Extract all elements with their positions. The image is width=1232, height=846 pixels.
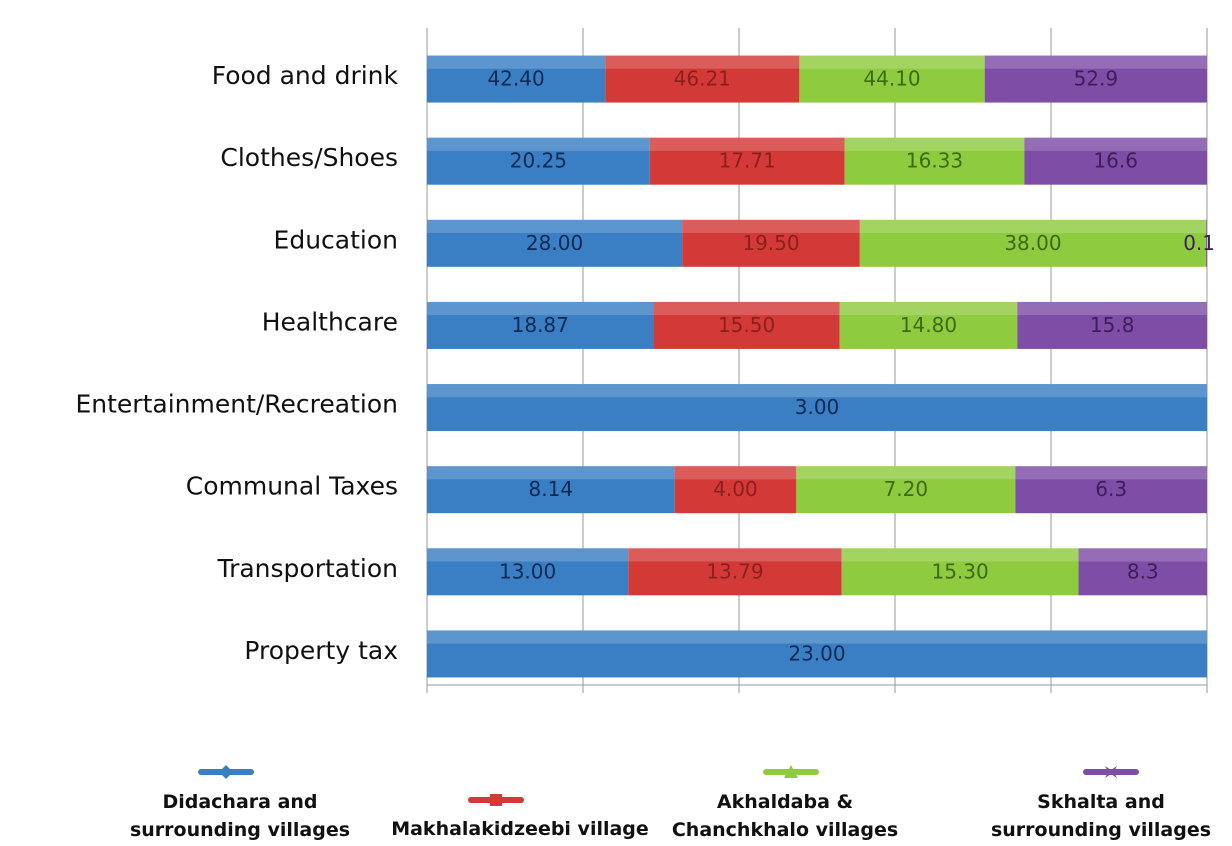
bar-highlight <box>984 55 1207 69</box>
bar-segment-clothes-shoes-2 <box>844 137 1025 185</box>
bar-segment-clothes-shoes-3 <box>1024 137 1207 185</box>
bar-segment-food-and-drink-1 <box>605 55 800 103</box>
data-label-entertainment-recreation-0: 3.00 <box>795 395 840 419</box>
bar-highlight <box>839 301 1018 316</box>
bar-highlight <box>427 630 1207 644</box>
bar-highlight <box>1206 219 1207 233</box>
bar-segment-transportation-1 <box>628 548 842 596</box>
bar-segment-property-tax-0 <box>427 630 1207 678</box>
bar-highlight <box>682 219 860 233</box>
data-label-property-tax-0: 23.00 <box>788 641 845 665</box>
bar-highlight <box>605 55 800 69</box>
bar-highlight <box>1017 301 1207 316</box>
data-label-healthcare-0: 18.87 <box>512 313 569 337</box>
data-label-food-and-drink-3: 52.9 <box>1074 67 1119 91</box>
data-label-communal-taxes-1: 4.00 <box>713 477 758 501</box>
bar-segment-transportation-2 <box>841 548 1079 596</box>
data-label-clothes-shoes-2: 16.33 <box>906 149 963 173</box>
data-label-education-0: 28.00 <box>526 231 583 255</box>
bar-segment-education-2 <box>859 219 1207 267</box>
data-label-food-and-drink-0: 42.40 <box>487 67 544 91</box>
category-label-food-and-drink: Food and drink <box>212 61 399 90</box>
bar-highlight <box>427 384 1207 398</box>
data-label-transportation-0: 13.00 <box>499 559 556 583</box>
data-label-clothes-shoes-0: 20.25 <box>510 149 567 173</box>
category-label-property-tax: Property tax <box>244 636 398 665</box>
bar-segment-food-and-drink-0 <box>427 55 606 103</box>
bar-segment-entertainment-recreation-0 <box>427 384 1207 432</box>
data-label-food-and-drink-1: 46.21 <box>674 67 731 91</box>
bar-segment-education-0 <box>427 219 683 267</box>
category-label-transportation: Transportation <box>216 554 398 583</box>
bar-segment-transportation-0 <box>427 548 629 596</box>
bar-highlight <box>1024 137 1207 151</box>
bar-segment-education-1 <box>682 219 860 267</box>
data-label-food-and-drink-2: 44.10 <box>863 67 920 91</box>
bar-highlight <box>628 548 842 562</box>
bar-highlight <box>859 219 1207 233</box>
category-label-communal-taxes: Communal Taxes <box>186 472 398 501</box>
category-label-healthcare: Healthcare <box>262 307 398 336</box>
category-label-clothes-shoes: Clothes/Shoes <box>220 143 398 172</box>
bar-highlight <box>649 137 845 151</box>
category-label-entertainment-recreation: Entertainment/Recreation <box>75 390 398 419</box>
bar-highlight <box>674 466 797 480</box>
bar-segment-clothes-shoes-1 <box>649 137 845 185</box>
data-label-healthcare-2: 14.80 <box>900 313 957 337</box>
bar-segment-communal-taxes-2 <box>796 466 1016 514</box>
bar-highlight <box>427 548 629 562</box>
data-label-education-1: 19.50 <box>742 231 799 255</box>
data-label-clothes-shoes-1: 17.71 <box>719 149 776 173</box>
data-label-communal-taxes-3: 6.3 <box>1095 477 1127 501</box>
bar-highlight <box>799 55 985 69</box>
bar-highlight <box>653 301 840 316</box>
bar-highlight <box>427 219 683 233</box>
bar-highlight <box>427 137 650 151</box>
bar-segment-communal-taxes-1 <box>674 466 797 514</box>
bar-highlight <box>1078 548 1207 562</box>
data-label-communal-taxes-0: 8.14 <box>529 477 574 501</box>
data-label-transportation-2: 15.30 <box>931 559 988 583</box>
bar-highlight <box>427 55 606 69</box>
data-label-transportation-1: 13.79 <box>706 559 763 583</box>
category-label-education: Education <box>274 225 398 254</box>
bar-segment-food-and-drink-2 <box>799 55 985 103</box>
bar-segment-transportation-3 <box>1078 548 1207 596</box>
data-label-clothes-shoes-3: 16.6 <box>1093 149 1138 173</box>
bar-highlight <box>796 466 1016 480</box>
bar-segment-healthcare-1 <box>653 301 840 349</box>
data-label-education-3: 0.1 <box>1183 231 1215 255</box>
data-label-communal-taxes-2: 7.20 <box>884 477 929 501</box>
data-label-healthcare-3: 15.8 <box>1090 313 1135 337</box>
data-label-transportation-3: 8.3 <box>1127 559 1159 583</box>
bar-segment-healthcare-2 <box>839 301 1018 349</box>
data-label-healthcare-1: 15.50 <box>718 313 775 337</box>
bar-segment-communal-taxes-0 <box>427 466 675 514</box>
bar-segment-healthcare-3 <box>1017 301 1207 349</box>
bar-highlight <box>841 548 1079 562</box>
bar-highlight <box>427 301 654 316</box>
bar-segment-education-3 <box>1206 219 1207 267</box>
bar-highlight <box>1015 466 1207 480</box>
bar-segment-food-and-drink-3 <box>984 55 1207 103</box>
bar-segment-healthcare-0 <box>427 301 654 349</box>
data-label-education-2: 38.00 <box>1004 231 1061 255</box>
bar-segment-clothes-shoes-0 <box>427 137 650 185</box>
bar-highlight <box>427 466 675 480</box>
bar-highlight <box>844 137 1025 151</box>
bar-segment-communal-taxes-3 <box>1015 466 1207 514</box>
